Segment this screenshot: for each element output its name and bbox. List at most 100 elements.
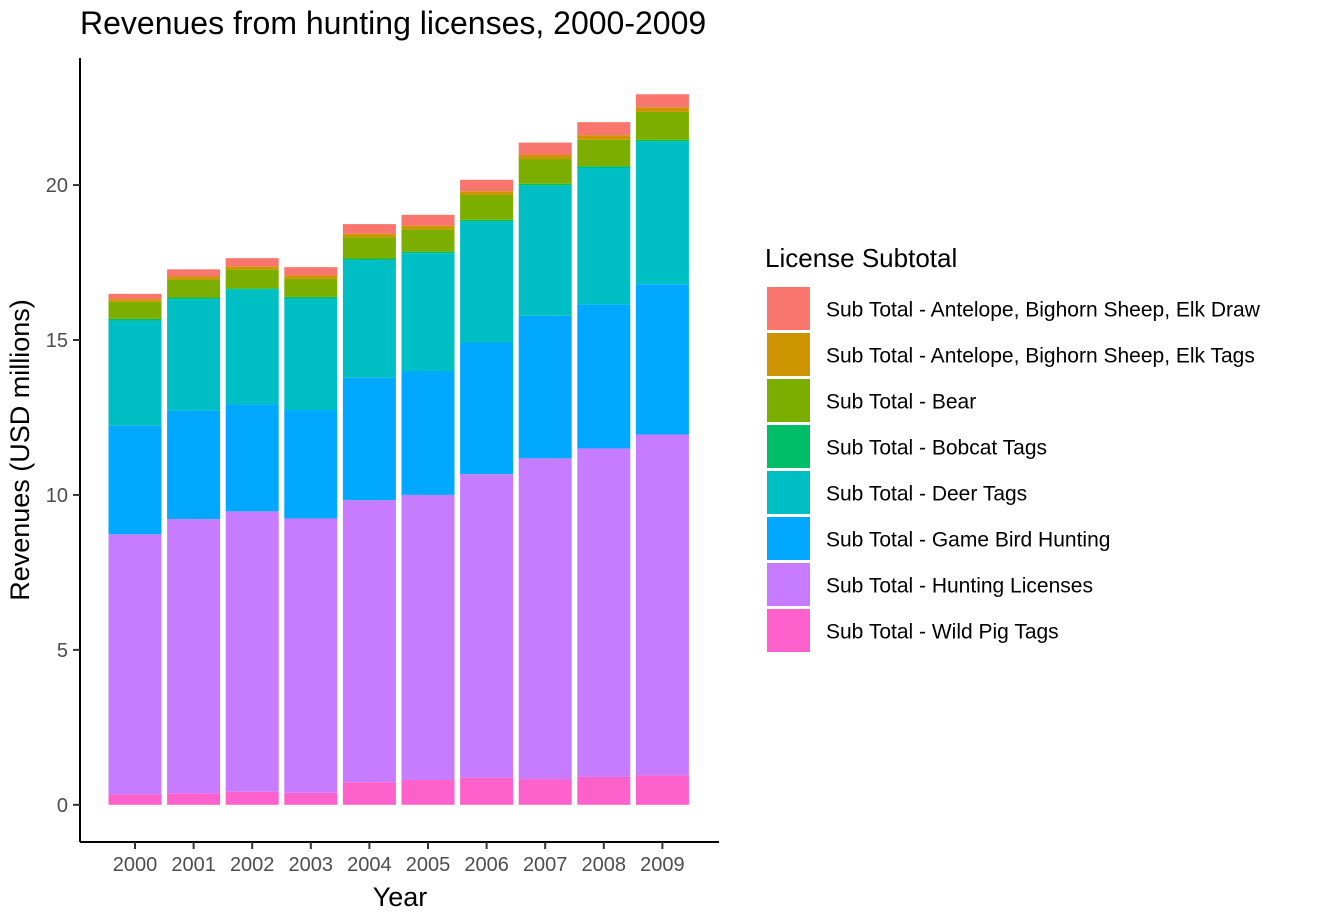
bar-segment bbox=[108, 425, 162, 535]
bar-segment bbox=[460, 179, 514, 192]
bar-segment bbox=[167, 519, 221, 794]
bar-segment bbox=[518, 159, 572, 184]
x-tick-label: 2008 bbox=[582, 854, 627, 876]
x-tick-label: 2009 bbox=[640, 854, 685, 876]
bar-segment bbox=[635, 107, 689, 112]
legend-title: License Subtotal bbox=[765, 243, 957, 273]
bar-segment bbox=[577, 776, 631, 805]
bar-segment bbox=[401, 251, 455, 254]
x-ticks: 2000 2001 2002 2003 2004 2005 2006 2007 2008 2009 bbox=[113, 842, 685, 876]
bar-segment bbox=[518, 185, 572, 316]
bar-segment bbox=[108, 794, 162, 805]
legend-label: Sub Total - Antelope, Bighorn Sheep, Elk… bbox=[826, 345, 1255, 368]
bar-segment bbox=[460, 194, 514, 220]
bar-segment bbox=[167, 269, 221, 277]
bar-segment bbox=[577, 304, 631, 449]
legend-key bbox=[767, 471, 810, 514]
axes-layer bbox=[79, 58, 719, 843]
bar-segment bbox=[460, 191, 514, 195]
legend-key bbox=[767, 287, 810, 330]
bar-segment bbox=[460, 219, 514, 222]
bar-segment bbox=[284, 410, 338, 519]
bar-segment bbox=[577, 122, 631, 136]
bar-segment bbox=[225, 258, 279, 267]
bar-segment bbox=[342, 377, 396, 501]
bar-segment bbox=[225, 288, 279, 290]
legend-label: Sub Total - Hunting Licenses bbox=[826, 575, 1093, 598]
bar-segment bbox=[342, 258, 396, 261]
legend-key bbox=[767, 425, 810, 468]
legend-label: Sub Total - Antelope, Bighorn Sheep, Elk… bbox=[826, 299, 1261, 322]
bar-segment bbox=[518, 779, 572, 805]
legend-label: Sub Total - Game Bird Hunting bbox=[826, 529, 1110, 552]
bar-segment bbox=[635, 111, 689, 140]
bar-segment bbox=[284, 275, 338, 279]
legend-key bbox=[767, 517, 810, 560]
legend-key bbox=[767, 333, 810, 376]
legend-key bbox=[767, 563, 810, 606]
bar-segment bbox=[167, 279, 221, 298]
bar-segment bbox=[635, 284, 689, 435]
y-ticks: 0 5 10 15 20 bbox=[46, 175, 80, 817]
bar-segment bbox=[577, 168, 631, 305]
bar-segment bbox=[342, 782, 396, 805]
bar-segment bbox=[401, 214, 455, 226]
legend-label: Sub Total - Bobcat Tags bbox=[826, 437, 1047, 460]
bar-segment bbox=[401, 225, 455, 230]
bar-segment bbox=[108, 318, 162, 321]
bar-segment bbox=[284, 792, 338, 805]
bar-segment bbox=[518, 142, 572, 155]
y-tick-label: 20 bbox=[46, 175, 68, 197]
bar-segment bbox=[284, 296, 338, 299]
bar-segment bbox=[635, 775, 689, 805]
bar-segment bbox=[460, 777, 514, 805]
bar-segment bbox=[342, 237, 396, 259]
bar-segment bbox=[460, 342, 514, 475]
bar-segment bbox=[635, 94, 689, 108]
bar-segment bbox=[342, 233, 396, 238]
x-tick-label: 2000 bbox=[113, 854, 158, 876]
bar-segment bbox=[225, 266, 279, 270]
bar-segment bbox=[342, 224, 396, 234]
bar-segment bbox=[108, 534, 162, 795]
bar-segment bbox=[108, 301, 162, 319]
bar-segment bbox=[401, 494, 455, 781]
bar-segment bbox=[577, 166, 631, 169]
bar-segment bbox=[284, 278, 338, 297]
bar-segment bbox=[635, 434, 689, 776]
bar-segment bbox=[401, 370, 455, 495]
bar-segment bbox=[518, 154, 572, 160]
legend: Sub Total - Antelope, Bighorn Sheep, Elk… bbox=[767, 287, 1261, 652]
bar-segment bbox=[108, 293, 162, 300]
bar-segment bbox=[401, 229, 455, 252]
bar-segment bbox=[167, 410, 221, 520]
chart-title: Revenues from hunting licenses, 2000-200… bbox=[80, 5, 706, 41]
y-tick-label: 0 bbox=[57, 795, 68, 817]
bar-segment bbox=[284, 298, 338, 411]
y-tick-label: 15 bbox=[46, 330, 68, 352]
legend-key bbox=[767, 609, 810, 652]
y-tick-label: 5 bbox=[57, 640, 68, 662]
bar-segment bbox=[577, 135, 631, 140]
bar-segment bbox=[401, 253, 455, 371]
bar-segment bbox=[167, 297, 221, 300]
bar-segment bbox=[108, 299, 162, 302]
x-tick-label: 2006 bbox=[464, 854, 509, 876]
bar-segment bbox=[225, 404, 279, 512]
y-axis-title: Revenues (USD millions) bbox=[5, 299, 35, 601]
bar-segment bbox=[167, 276, 221, 280]
bar-segment bbox=[342, 500, 396, 783]
bar-segment bbox=[635, 139, 689, 142]
bar-segment bbox=[401, 780, 455, 805]
bar-segment bbox=[577, 448, 631, 777]
x-tick-label: 2001 bbox=[171, 854, 216, 876]
bar-segment bbox=[284, 267, 338, 276]
bar-segment bbox=[460, 221, 514, 343]
bar-segment bbox=[518, 183, 572, 186]
bar-segment bbox=[460, 474, 514, 778]
y-tick-label: 10 bbox=[46, 485, 68, 507]
bar-segment bbox=[342, 260, 396, 378]
legend-label: Sub Total - Wild Pig Tags bbox=[826, 621, 1059, 644]
bar-segment bbox=[225, 289, 279, 405]
bar-segment bbox=[225, 791, 279, 805]
